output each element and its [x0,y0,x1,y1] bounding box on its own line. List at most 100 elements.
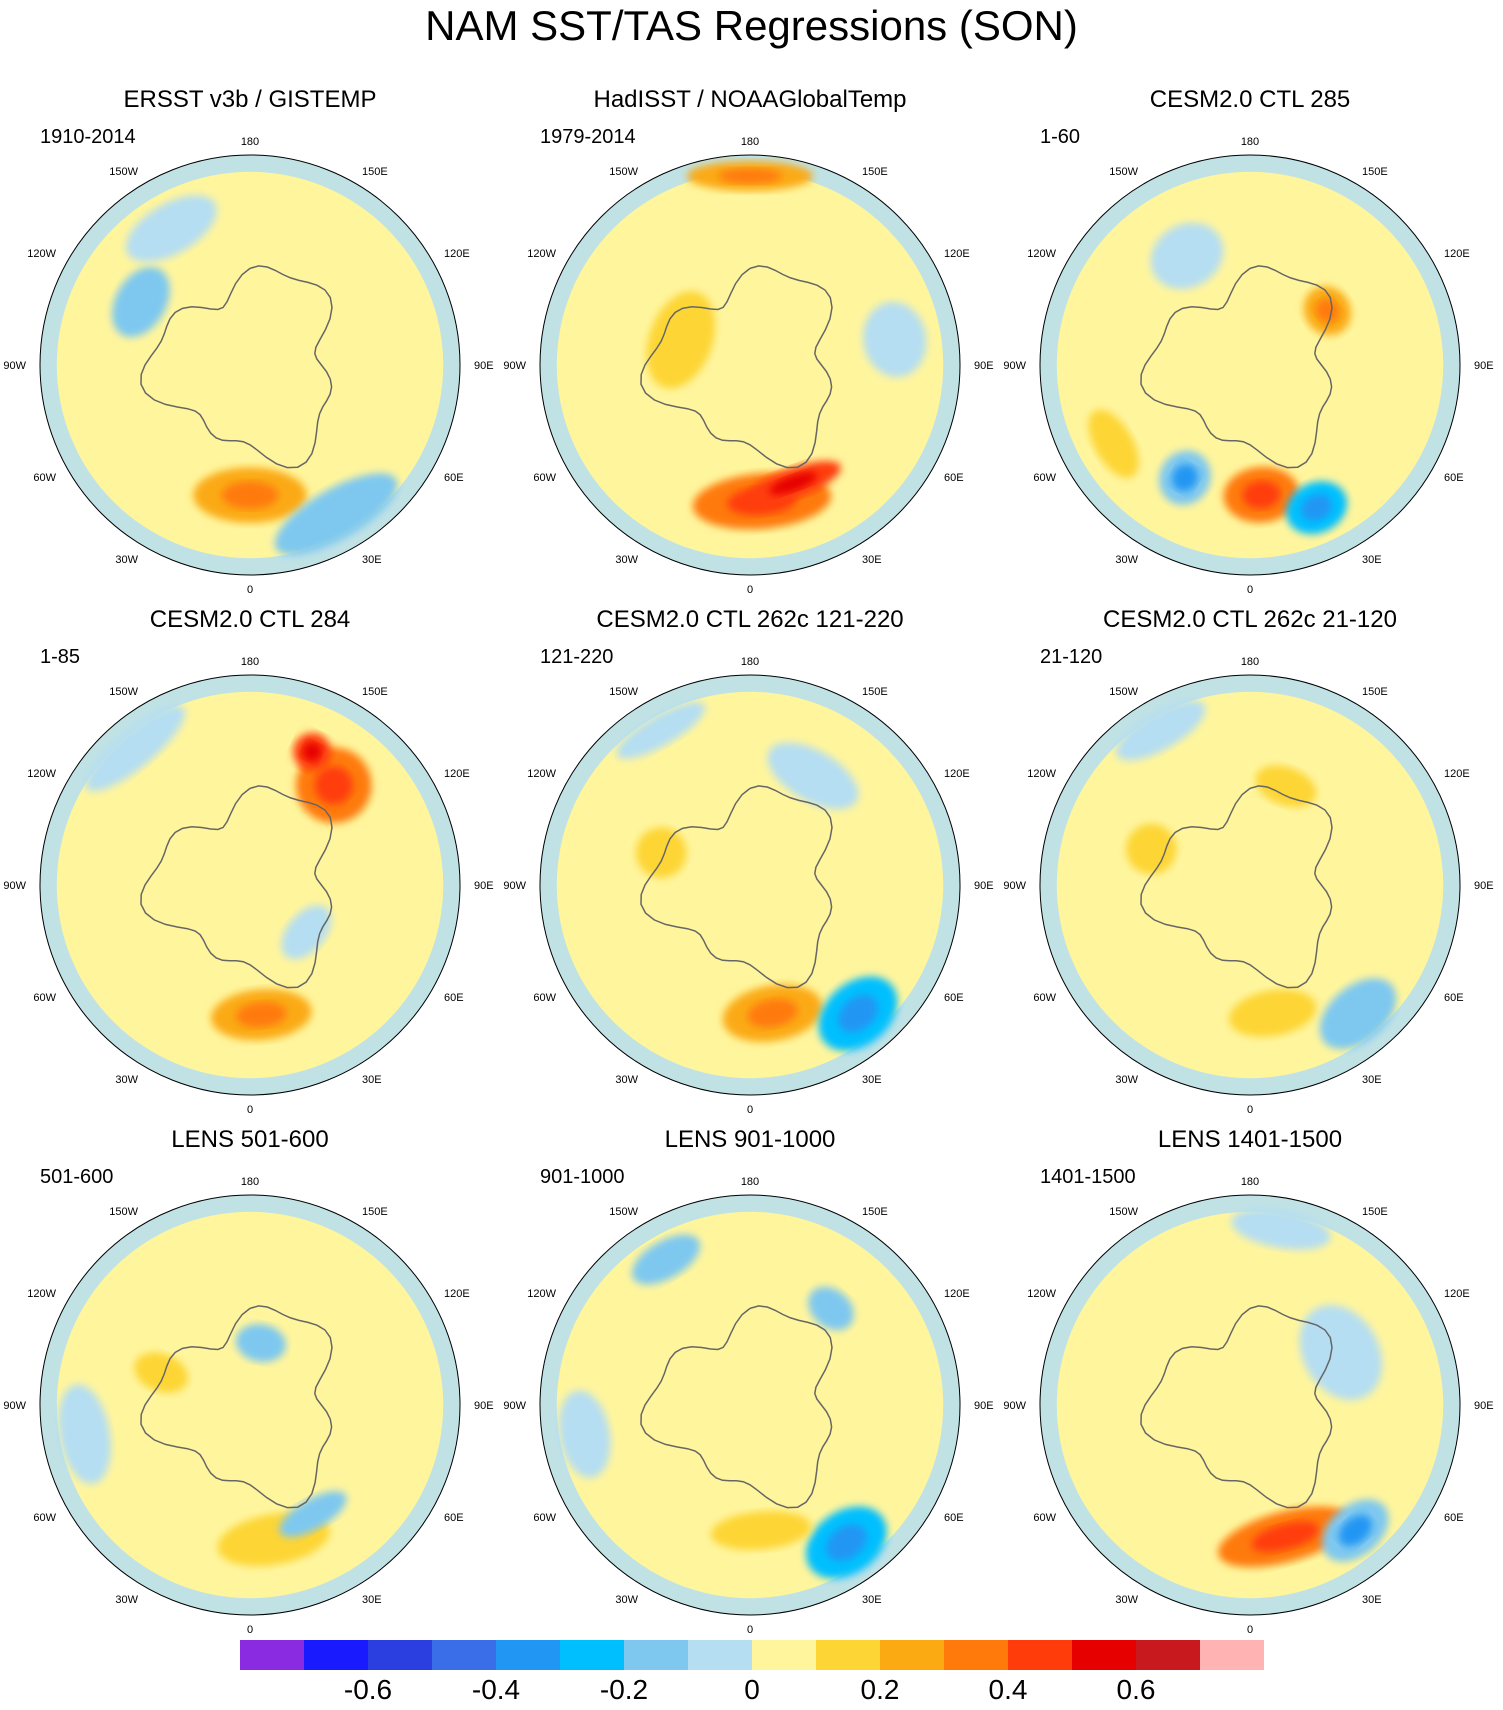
colorbar-tick-label: -0.4 [471,1674,521,1705]
anomaly-contour [1116,700,1206,761]
longitude-label: 30W [615,554,638,566]
longitude-label: 60W [33,1512,56,1524]
map-border [539,674,961,1096]
longitude-label: 120W [1027,1288,1056,1300]
map-border [39,1194,461,1616]
anomaly-contour [125,195,217,262]
longitude-label: 60W [533,472,556,484]
coastline [640,265,833,469]
panel-title: ERSST v3b / GISTEMP [123,86,377,113]
anomaly-contour [1255,765,1317,808]
anomaly-contour [359,276,435,454]
anomaly-contour [1228,989,1317,1037]
colorbar-segment [880,1640,944,1670]
map-panel: ERSST v3b / GISTEMP 1910-2014 180 150E 120E 9… [0,60,500,596]
anomaly-core [769,472,817,495]
polar-map: 180 150E 120E 90E 60E 30E 0 30W 60W 90W 120W 150W [3,1176,493,1636]
anomaly-core [747,998,798,1028]
panel-title: CESM2.0 CTL 285 [1149,86,1351,113]
longitude-label: 60E [1444,992,1464,1004]
longitude-label: 60E [944,992,964,1004]
panel-period: 1979-2014 [540,126,636,148]
anomaly-contour [134,1352,189,1393]
panel-title: LENS 1401-1500 [1157,1126,1343,1153]
longitude-label: 120W [527,768,556,780]
polar-map: 180 150E 120E 90E 60E 30E 0 30W 60W 90W 120W 150W [1003,1176,1493,1636]
anomaly-core [1338,1514,1372,1547]
longitude-label: 150W [1109,686,1138,698]
anomaly-contour [1319,978,1397,1050]
map-border [1039,674,1461,1096]
longitude-label: 60W [533,992,556,1004]
longitude-label: 180 [241,656,259,668]
longitude-label: 90W [3,360,26,372]
longitude-label: 90E [974,360,994,372]
anomaly-contour [1126,823,1177,875]
colorbar-segment [752,1640,816,1670]
anomaly-core [236,1001,287,1028]
coastline [140,785,333,989]
colorbar-segment [944,1640,1008,1670]
longitude-label: 30W [1115,1074,1138,1086]
colorbar-segment [560,1640,624,1670]
colorbar-segment [1136,1640,1200,1670]
colorbar-segment [1200,1640,1264,1670]
polar-map: 180 150E 120E 90E 60E 30E 0 30W 60W 90W 120W 150W [1003,136,1493,596]
anomaly-core [1315,298,1340,323]
longitude-label: 120E [944,1288,970,1300]
polar-map: 180 150E 120E 90E 60E 30E 0 30W 60W 90W 120W 150W [3,656,493,1116]
longitude-label: 120E [1444,1288,1470,1300]
anomaly-core [1242,480,1281,509]
anomaly-contour [631,1234,701,1285]
longitude-label: 0 [747,1104,753,1116]
longitude-label: 150E [1362,686,1388,698]
longitude-label: 0 [247,1104,253,1116]
longitude-label: 0 [1247,1104,1253,1116]
longitude-label: 90W [503,880,526,892]
coastline [140,265,333,469]
longitude-label: 150W [109,1206,138,1218]
longitude-label: 150E [862,686,888,698]
anomaly-contour [863,301,927,378]
anomaly-contour [616,702,706,759]
longitude-label: 30W [615,1074,638,1086]
longitude-label: 150W [609,686,638,698]
map-panel: CESM2.0 CTL 285 1-60 180 150E 120E 90E 60E 30E 0… [1000,60,1500,596]
longitude-label: 150W [1109,166,1138,178]
longitude-label: 120W [1027,248,1056,260]
longitude-label: 30E [1362,1594,1382,1606]
longitude-label: 0 [247,584,253,596]
longitude-label: 90E [974,880,994,892]
panel-period: 21-120 [1040,646,1103,668]
longitude-label: 60E [444,472,464,484]
panel-period: 1910-2014 [40,126,136,148]
longitude-label: 120W [527,248,556,260]
map-panel: CESM2.0 CTL 284 1-85 180 150E 120E 90E 60E 30E 0… [0,580,500,1116]
anomaly-contour [235,1323,286,1363]
polar-map: 180 150E 120E 90E 60E 30E 0 30W 60W 90W 120W 150W [503,656,994,1116]
colorbar-segment [304,1640,368,1670]
longitude-label: 150W [109,166,138,178]
longitude-label: 180 [741,656,759,668]
anomaly-contour [281,905,332,960]
anomaly-contour [767,742,859,810]
longitude-label: 120E [444,1288,470,1300]
longitude-label: 120E [944,248,970,260]
longitude-label: 60W [33,472,56,484]
panel-title: LENS 901-1000 [664,1126,836,1153]
longitude-label: 90E [474,360,494,372]
polar-map: 180 150E 120E 90E 60E 30E 0 30W 60W 90W 120W 150W [1003,656,1493,1116]
anomaly-contour [1231,1208,1331,1250]
longitude-label: 30E [862,554,882,566]
longitude-label: 30E [362,1074,382,1086]
panel-period: 501-600 [40,1166,114,1188]
panel-period: 901-1000 [540,1166,625,1188]
longitude-label: 150E [362,1206,388,1218]
longitude-label: 30E [862,1074,882,1086]
longitude-label: 60W [1033,992,1056,1004]
panel-period: 1-85 [40,646,81,668]
anomaly-contour [85,705,186,792]
longitude-label: 60E [444,992,464,1004]
longitude-label: 150E [362,166,388,178]
longitude-label: 90W [503,360,526,372]
